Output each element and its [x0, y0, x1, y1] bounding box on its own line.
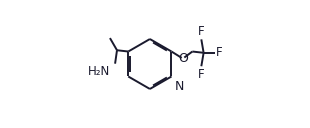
Text: F: F	[198, 68, 205, 81]
Text: N: N	[174, 80, 184, 93]
Text: H₂N: H₂N	[88, 65, 111, 78]
Text: F: F	[198, 25, 205, 38]
Text: O: O	[178, 52, 188, 65]
Text: F: F	[215, 46, 222, 59]
